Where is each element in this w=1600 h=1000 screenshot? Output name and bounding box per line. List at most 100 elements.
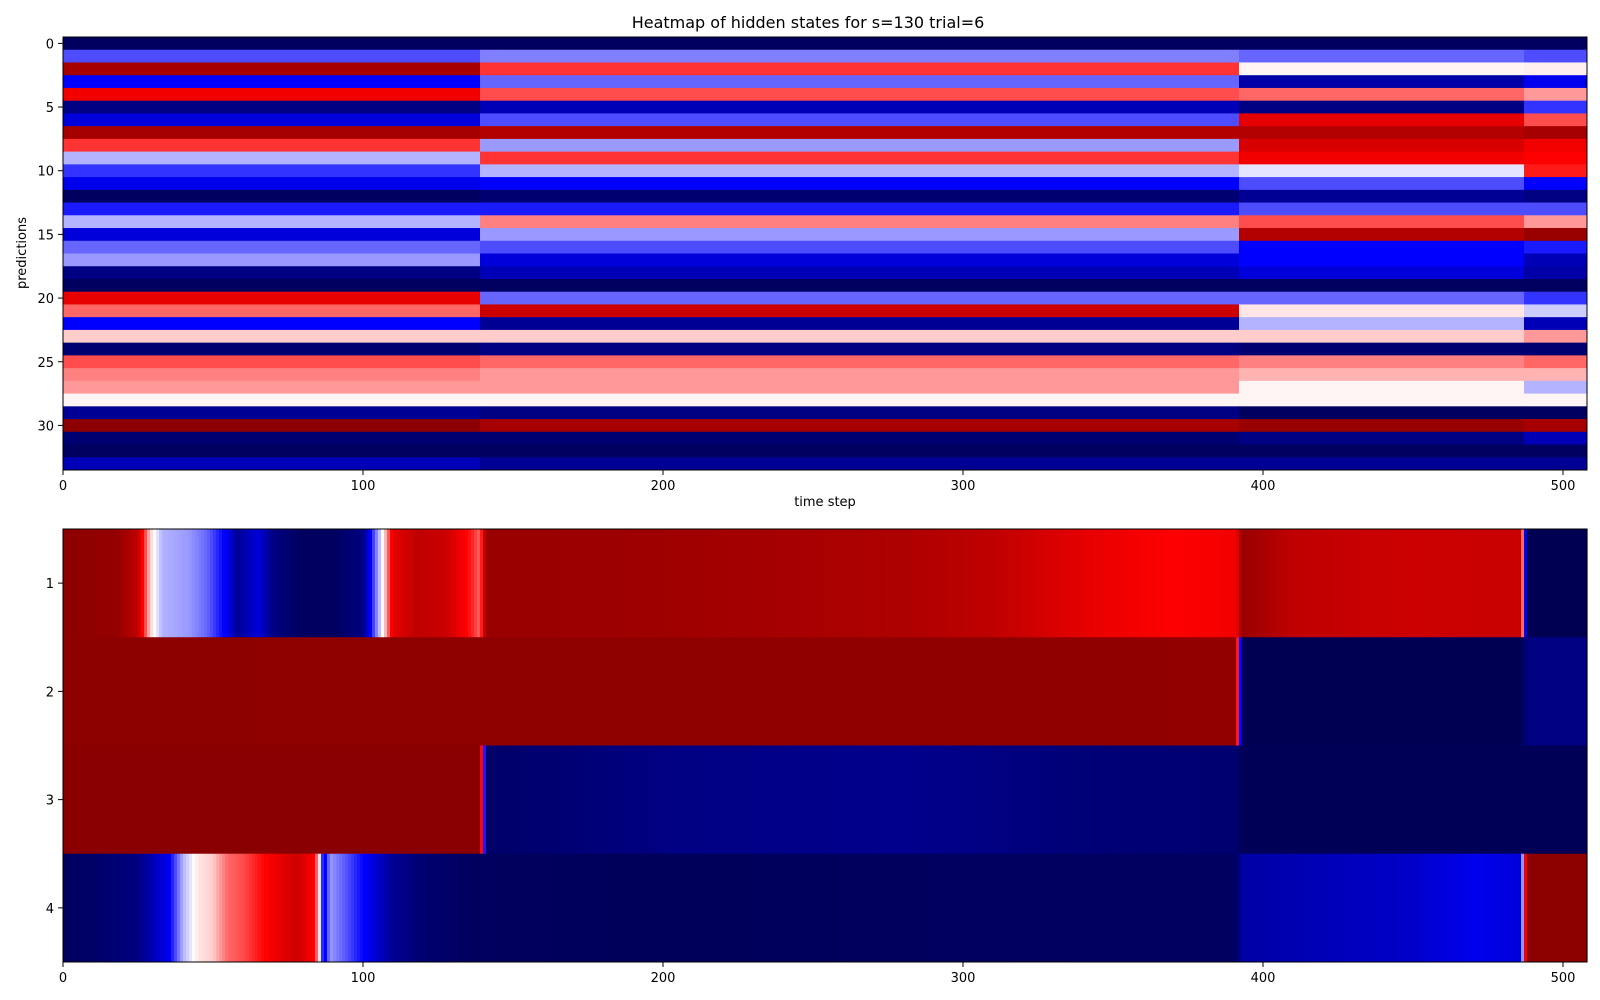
heatmap-cell: [1254, 853, 1258, 963]
x-tick-label: 200: [651, 971, 676, 986]
heatmap-cell: [798, 853, 802, 963]
heatmap-top-cells: [63, 37, 1588, 471]
heatmap-cell: [300, 529, 304, 638]
heatmap-cell: [1458, 853, 1462, 963]
heatmap-cell: [441, 853, 445, 963]
top-x-ticks: 0 100 200 300 400 500: [59, 470, 1575, 494]
heatmap-cell: [1578, 529, 1582, 638]
heatmap-cell: [1470, 745, 1474, 855]
heatmap-cell: [1506, 637, 1510, 746]
heatmap-cell: [1554, 529, 1558, 638]
heatmap-cell: [1236, 529, 1240, 638]
heatmap-cell: [1515, 529, 1519, 638]
heatmap-cell: [1188, 637, 1192, 746]
heatmap-cell: [750, 529, 754, 638]
heatmap-cell: [795, 853, 799, 963]
heatmap-cell: [1047, 637, 1051, 746]
heatmap-cell: [735, 745, 739, 855]
heatmap-cell: [1452, 745, 1456, 855]
heatmap-cell: [1134, 853, 1138, 963]
heatmap-cell: [387, 529, 391, 638]
heatmap-cell: [1362, 637, 1366, 746]
heatmap-cell: [480, 164, 1240, 178]
heatmap-cell: [363, 529, 367, 638]
heatmap-cell: [1575, 529, 1579, 638]
heatmap-cell: [960, 745, 964, 855]
heatmap-cell: [84, 637, 88, 746]
heatmap-cell: [1059, 637, 1063, 746]
heatmap-cell: [78, 853, 82, 963]
heatmap-cell: [1029, 745, 1033, 855]
heatmap-cell: [672, 529, 676, 638]
heatmap-cell: [135, 637, 139, 746]
heatmap-cell: [978, 745, 982, 855]
heatmap-cell: [1362, 529, 1366, 638]
heatmap-cell: [1029, 637, 1033, 746]
heatmap-cell: [78, 529, 82, 638]
heatmap-cell: [1431, 853, 1435, 963]
heatmap-cell: [1293, 529, 1297, 638]
heatmap-cell: [1203, 529, 1207, 638]
heatmap-cell: [1302, 637, 1306, 746]
heatmap-cell: [867, 745, 871, 855]
heatmap-cell: [411, 529, 415, 638]
heatmap-cell: [1455, 637, 1459, 746]
heatmap-cell: [1095, 853, 1099, 963]
heatmap-cell: [261, 853, 265, 963]
heatmap-cell: [759, 853, 763, 963]
heatmap-cell: [975, 745, 979, 855]
heatmap-cell: [564, 637, 568, 746]
heatmap-cell: [216, 637, 220, 746]
heatmap-cell: [510, 745, 514, 855]
heatmap-cell: [960, 529, 964, 638]
heatmap-cell: [1260, 853, 1264, 963]
heatmap-cell: [1344, 853, 1348, 963]
heatmap-cell: [1059, 853, 1063, 963]
heatmap-cell: [663, 853, 667, 963]
heatmap-cell: [1488, 853, 1492, 963]
heatmap-cell: [1011, 529, 1015, 638]
heatmap-cell: [243, 745, 247, 855]
heatmap-cell: [1071, 745, 1075, 855]
heatmap-cell: [396, 529, 400, 638]
heatmap-cell: [1524, 87, 1588, 102]
heatmap-cell: [75, 637, 79, 746]
heatmap-cell: [171, 637, 175, 746]
heatmap-cell: [1545, 637, 1549, 746]
heatmap-cell: [717, 529, 721, 638]
heatmap-cell: [1239, 342, 1525, 356]
heatmap-cell: [384, 637, 388, 746]
heatmap-cell: [912, 637, 916, 746]
heatmap-cell: [138, 745, 142, 855]
heatmap-cell: [1404, 637, 1408, 746]
heatmap-cell: [81, 529, 85, 638]
heatmap-cell: [111, 853, 115, 963]
heatmap-cell: [480, 87, 1240, 102]
heatmap-cell: [288, 853, 292, 963]
heatmap-cell: [612, 853, 616, 963]
heatmap-cell: [1239, 291, 1525, 305]
heatmap-cell: [819, 853, 823, 963]
heatmap-cell: [1524, 393, 1588, 407]
heatmap-cell: [1500, 853, 1504, 963]
heatmap-cell: [132, 529, 136, 638]
heatmap-cell: [1293, 745, 1297, 855]
heatmap-cell: [981, 745, 985, 855]
heatmap-cell: [1494, 853, 1498, 963]
heatmap-cell: [1578, 637, 1582, 746]
heatmap-cell: [1296, 529, 1300, 638]
heatmap-cell: [927, 745, 931, 855]
heatmap-cell: [1239, 215, 1525, 229]
heatmap-cell: [1128, 745, 1132, 855]
heatmap-cell: [1332, 853, 1336, 963]
heatmap-cell: [291, 637, 295, 746]
heatmap-cell: [405, 529, 409, 638]
heatmap-cell: [1353, 637, 1357, 746]
heatmap-cell: [828, 637, 832, 746]
heatmap-cell: [651, 637, 655, 746]
heatmap-cell: [1524, 406, 1588, 420]
heatmap-cell: [972, 853, 976, 963]
heatmap-cell: [1317, 529, 1321, 638]
heatmap-cell: [606, 745, 610, 855]
